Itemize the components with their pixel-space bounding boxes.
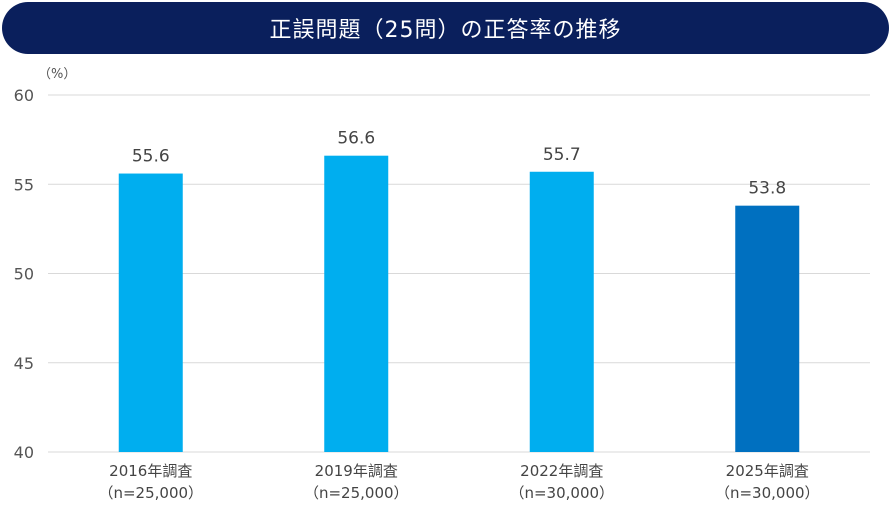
data-label: 56.6 <box>337 129 375 149</box>
y-axis-unit-label: （%） <box>38 67 76 82</box>
data-label: 55.7 <box>543 145 581 165</box>
chart-title: 正誤問題（25問）の正答率の推移 <box>269 18 622 43</box>
x-tick-label-n: （n=25,000） <box>98 484 203 502</box>
bar <box>529 171 594 452</box>
chart-title-bar: 正誤問題（25問）の正答率の推移 <box>2 2 889 54</box>
gridlines <box>48 94 870 453</box>
x-tick-labels: 2016年調査 （n=25,000） 2019年調査 （n=25,000） 2022年調… <box>98 462 819 502</box>
y-tick-label: 45 <box>14 354 34 373</box>
value-labels: 55.6 56.6 55.7 53.8 <box>132 129 786 199</box>
bar <box>735 205 800 452</box>
y-tick-label: 40 <box>14 443 34 462</box>
x-tick-label-year: 2016年調査 <box>109 462 192 480</box>
x-tick-label-n: （n=30,000） <box>509 484 614 502</box>
x-tick-label-year: 2025年調査 <box>726 462 809 480</box>
y-tick-label: 60 <box>14 86 34 105</box>
bars <box>118 155 800 453</box>
x-tick-label-n: （n=25,000） <box>304 484 409 502</box>
bar <box>324 155 389 452</box>
y-tick-labels: 40 45 50 55 60 <box>14 86 34 462</box>
data-label: 55.6 <box>132 147 170 167</box>
x-tick-label-year: 2019年調査 <box>315 462 398 480</box>
x-tick-label-n: （n=30,000） <box>715 484 820 502</box>
y-tick-label: 50 <box>14 265 34 284</box>
data-label: 53.8 <box>748 179 786 199</box>
y-tick-label: 55 <box>14 175 34 194</box>
bar <box>118 173 183 453</box>
x-tick-label-year: 2022年調査 <box>520 462 603 480</box>
